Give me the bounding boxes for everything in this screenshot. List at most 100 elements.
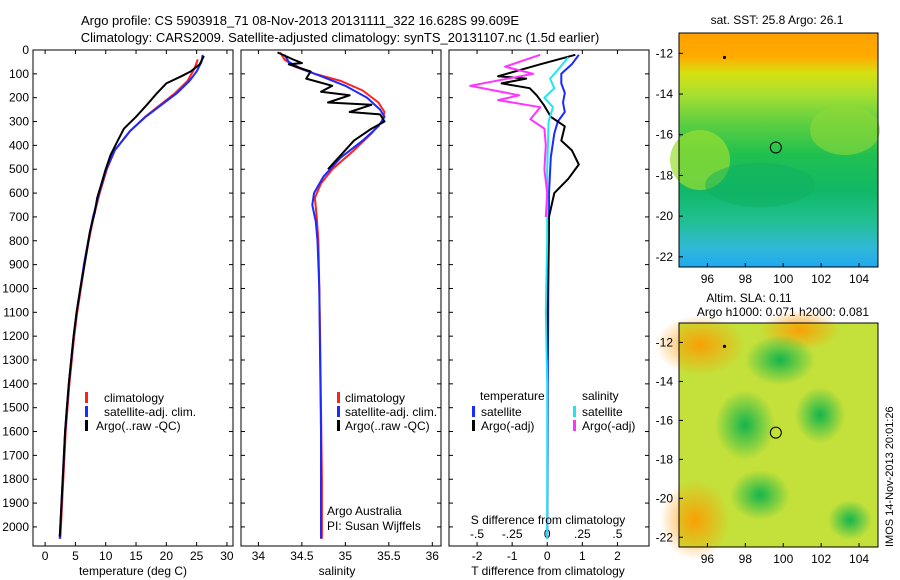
x-tick-label: 2 xyxy=(614,549,621,563)
x-tick-label: -1 xyxy=(507,549,518,563)
sst-field-patch xyxy=(810,105,880,155)
map-x-tick-label: 102 xyxy=(811,552,831,566)
y-tick-label: 100 xyxy=(9,67,29,81)
x2-tick-label: -.25 xyxy=(502,527,523,541)
x2-tick-label: -.5 xyxy=(470,527,484,541)
x-tick-label: 10 xyxy=(99,549,113,563)
x-tick-label: 20 xyxy=(160,549,174,563)
temperature-xlabel: temperature (deg C) xyxy=(79,564,187,578)
legend-swatch-satellite xyxy=(85,406,88,417)
legend-swatch-t-argo xyxy=(472,420,475,431)
y-tick-label: 1100 xyxy=(3,305,29,319)
map-x-tick-label: 102 xyxy=(811,272,831,286)
difference-legend: temperature salinity satellite Argo(-adj… xyxy=(472,389,635,433)
credit-line1: Argo Australia xyxy=(327,504,402,518)
footer-timestamp: IMOS 14-Nov-2013 20:01:26 xyxy=(884,406,896,547)
map-y-tick-label: -18 xyxy=(656,168,674,182)
map-x-tick-label: 98 xyxy=(739,272,753,286)
difference-xlabel: T difference from climatology xyxy=(471,564,625,578)
map-y-tick-label: -18 xyxy=(656,452,674,466)
map-x-tick-label: 96 xyxy=(701,272,715,286)
series-line xyxy=(469,53,549,217)
profile-location-marker xyxy=(769,426,782,439)
map-y-tick-label: -14 xyxy=(656,374,674,388)
map-x-tick-label: 104 xyxy=(849,272,869,286)
map-y-tick-label: -20 xyxy=(656,209,674,223)
salinity-legend: climatology satellite-adj. clim. Argo(..… xyxy=(327,391,437,533)
series-line xyxy=(283,54,386,539)
salinity-axes: 34 34.5 35 35.5 36 xyxy=(241,49,441,563)
x2-tick-label: .5 xyxy=(612,527,622,541)
legend-title-salinity: salinity xyxy=(582,389,619,403)
legend-label-argo: Argo(..raw -QC) xyxy=(96,419,181,433)
legend-label-t-argo: Argo(-adj) xyxy=(481,419,534,433)
series-line xyxy=(58,54,204,539)
y-tick-label: 700 xyxy=(9,210,29,224)
map-y-tick-label: -12 xyxy=(656,335,674,349)
y-tick-label: 1000 xyxy=(2,281,29,295)
legend-label-climatology: climatology xyxy=(104,391,164,405)
difference-x2label: S difference from climatology xyxy=(471,513,626,527)
y-tick-label: 900 xyxy=(9,258,29,272)
legend-label-s-satellite: satellite xyxy=(582,405,623,419)
difference-series xyxy=(469,53,580,539)
legend-swatch-s-satellite xyxy=(573,406,576,417)
x-tick-label: 35 xyxy=(339,549,353,563)
salinity-plot-frame xyxy=(240,49,442,547)
figure-title-line1: Argo profile: CS 5903918_71 08-Nov-2013 … xyxy=(81,13,519,28)
legend-swatch-climatology xyxy=(337,392,340,403)
temperature-legend: climatology satellite-adj. clim. Argo(..… xyxy=(85,391,196,433)
y-tick-label: 200 xyxy=(9,91,29,105)
legend-label-t-satellite: satellite xyxy=(481,405,522,419)
legend-label-s-argo: Argo(-adj) xyxy=(582,419,635,433)
x2-tick-label: .25 xyxy=(574,527,591,541)
x-tick-label: -2 xyxy=(472,549,483,563)
x-tick-label: 15 xyxy=(129,549,143,563)
y-tick-label: 500 xyxy=(9,162,29,176)
legend-swatch-s-argo xyxy=(573,420,576,431)
x-tick-label: 34.5 xyxy=(290,549,314,563)
y-tick-label: 1200 xyxy=(2,329,29,343)
x-tick-label: 0 xyxy=(42,549,49,563)
float-track-marker xyxy=(722,55,727,60)
sla-field-patch xyxy=(655,315,745,375)
x-tick-label: 25 xyxy=(190,549,204,563)
y-tick-label: 1900 xyxy=(2,496,29,510)
y-tick-label: 2000 xyxy=(2,520,29,534)
legend-swatch-argo xyxy=(85,420,88,431)
legend-label-argo: Argo(..raw -QC) xyxy=(345,419,430,433)
figure-title-line2: Climatology: CARS2009. Satellite-adjuste… xyxy=(81,30,600,45)
y-tick-label: 400 xyxy=(9,138,29,152)
y-tick-label: 1400 xyxy=(2,377,29,391)
sst-map: 96 98 100 102 104 -12 -14 -16 -18 -20 -22 xyxy=(656,32,880,286)
y-tick-label: 1800 xyxy=(2,472,29,486)
legend-label-climatology: climatology xyxy=(345,391,405,405)
legend-swatch-satellite xyxy=(337,406,340,417)
temperature-axes: 0 100 200 300 400 500 600 700 800 900 1000 1100 1200… xyxy=(2,43,234,563)
legend-swatch-t-satellite xyxy=(472,406,475,417)
map-x-tick-label: 98 xyxy=(739,552,753,566)
map-x-tick-label: 100 xyxy=(773,272,793,286)
temperature-series xyxy=(58,54,205,539)
x-tick-label: 35.5 xyxy=(377,549,401,563)
x-tick-label: 0 xyxy=(544,549,551,563)
x-tick-label: 5 xyxy=(72,549,79,563)
legend-title-temperature: temperature xyxy=(480,389,545,403)
sla-field-patch xyxy=(795,387,845,443)
y-tick-label: 600 xyxy=(9,186,29,200)
y-tick-label: 800 xyxy=(9,234,29,248)
x-tick-label: 1 xyxy=(579,549,586,563)
float-track-marker xyxy=(722,344,727,348)
x-tick-label: 34 xyxy=(252,549,266,563)
map-x-tick-label: 100 xyxy=(773,552,793,566)
sst-map-title: sat. SST: 25.8 Argo: 26.1 xyxy=(711,13,844,27)
sst-map-axes: 96 98 100 102 104 -12 -14 -16 -18 -20 -22 xyxy=(656,46,870,286)
difference-plot-frame xyxy=(448,49,650,547)
legend-label-satellite: satellite-adj. clim. xyxy=(345,405,437,419)
y-tick-label: 300 xyxy=(9,115,29,129)
difference-axes: -2 -1 0 1 2-.5 -.25 0.25.5 xyxy=(449,49,649,563)
y-tick-label: 1700 xyxy=(2,448,29,462)
map-y-tick-label: -16 xyxy=(656,128,674,142)
map-y-tick-label: -12 xyxy=(656,46,674,60)
